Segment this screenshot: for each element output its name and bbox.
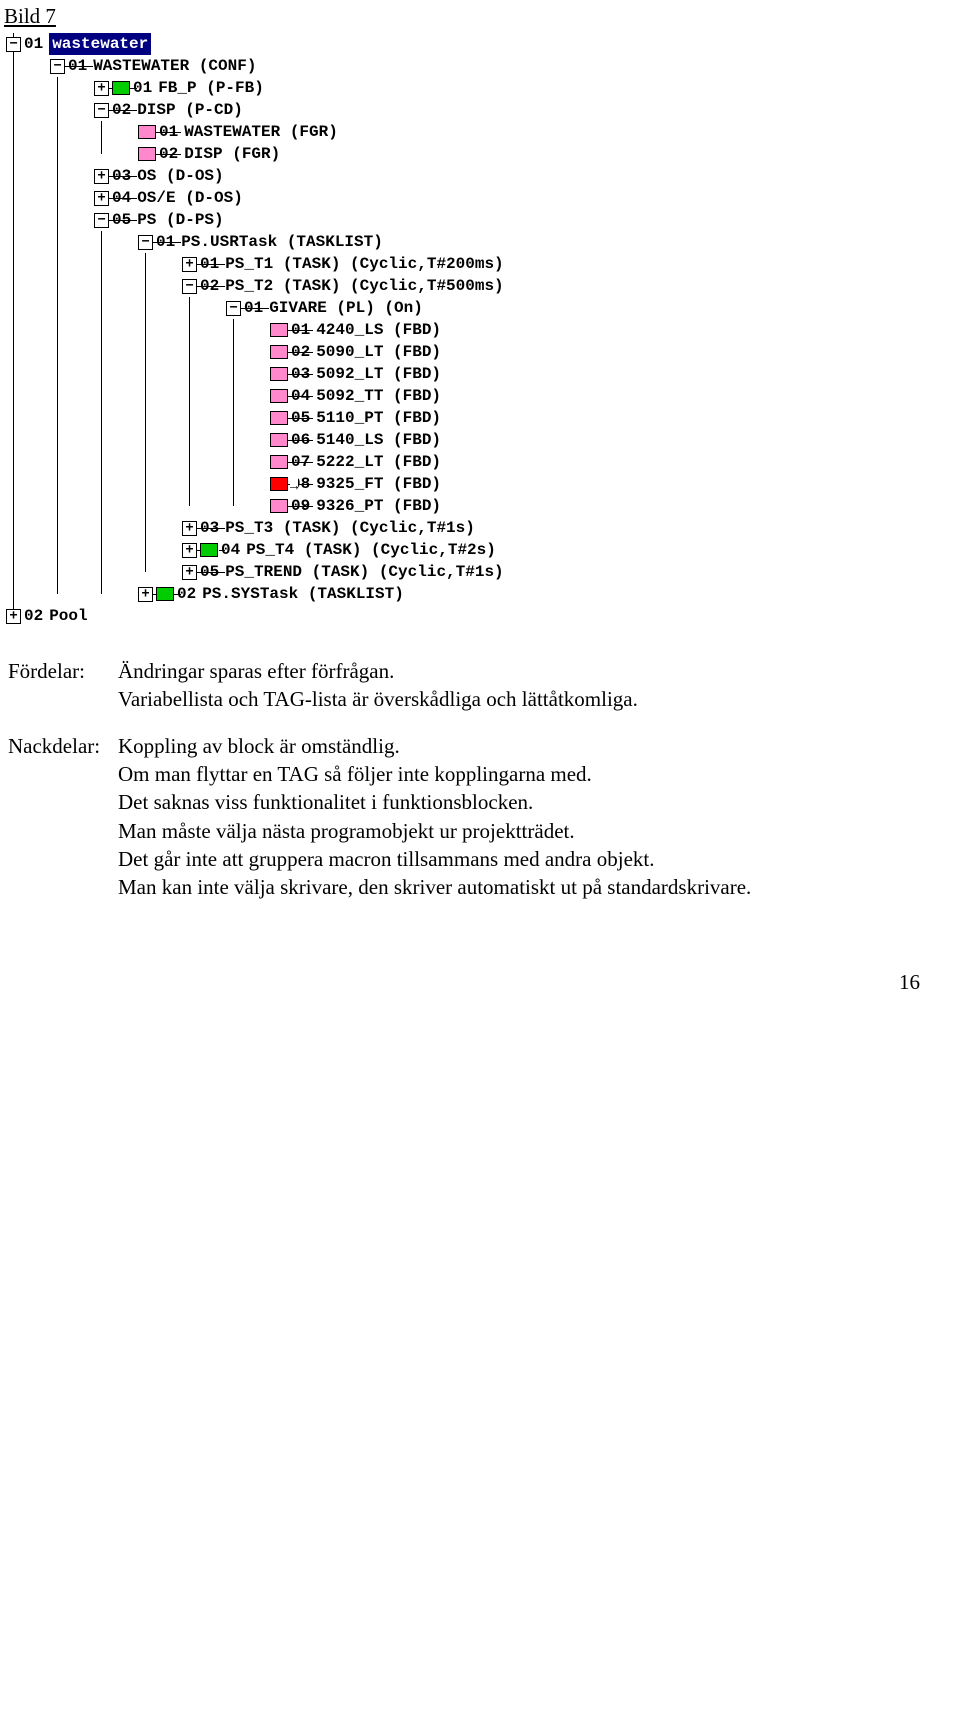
node-label: Pool [49, 605, 87, 627]
tree-node[interactable]: +01FB_P (P-FB) [94, 77, 960, 99]
node-label: 5140_LS (FBD) [316, 429, 441, 451]
tree-node[interactable]: −02DISP (P-CD) [94, 99, 960, 121]
tree-node[interactable]: +04OS/E (D-OS) [94, 187, 960, 209]
node-label: 9326_PT (FBD) [316, 495, 441, 517]
node-label: WASTEWATER (CONF) [93, 55, 256, 77]
node-icon [138, 125, 156, 139]
node-label: OS (D-OS) [137, 165, 223, 187]
node-icon [270, 477, 288, 491]
tree-node[interactable]: 014240_LS (FBD) [270, 319, 960, 341]
tree-node[interactable]: −01WASTEWATER (CONF) [50, 55, 960, 77]
collapse-icon[interactable]: − [182, 279, 197, 294]
node-icon [270, 433, 288, 447]
expand-icon[interactable]: + [94, 169, 109, 184]
node-label: OS/E (D-OS) [137, 187, 243, 209]
tree-node[interactable]: 065140_LS (FBD) [270, 429, 960, 451]
node-label: GIVARE (PL) (On) [269, 297, 423, 319]
node-icon [270, 367, 288, 381]
disadvantages-text: Koppling av block är omständlig.Om man f… [118, 732, 920, 902]
tree-node[interactable]: +01PS_T1 (TASK) (Cyclic,T#200ms) [182, 253, 960, 275]
advantages-text: Ändringar sparas efter förfrågan.Variabe… [118, 657, 920, 714]
tree-node[interactable]: +03OS (D-OS) [94, 165, 960, 187]
tree-node[interactable]: −01 wastewater [6, 33, 960, 55]
node-number: 02 [24, 605, 43, 627]
node-label: wastewater [49, 33, 151, 55]
node-label: DISP (P-CD) [137, 99, 243, 121]
tree-node[interactable]: 099326_PT (FBD) [270, 495, 960, 517]
expand-icon[interactable]: + [94, 81, 109, 96]
node-label: WASTEWATER (FGR) [184, 121, 338, 143]
body-text: Fördelar: Ändringar sparas efter förfråg… [0, 627, 960, 940]
node-label: PS (D-PS) [137, 209, 223, 231]
node-label: 5092_LT (FBD) [316, 363, 441, 385]
node-label: PS_T2 (TASK) (Cyclic,T#500ms) [225, 275, 503, 297]
node-label: DISP (FGR) [184, 143, 280, 165]
expand-icon[interactable]: + [182, 257, 197, 272]
collapse-icon[interactable]: − [94, 213, 109, 228]
node-icon [270, 323, 288, 337]
advantages-label: Fördelar: [8, 657, 118, 714]
tree-node[interactable]: −01GIVARE (PL) (On) [226, 297, 960, 319]
tree-node[interactable]: !+02PS.SYSTask (TASKLIST) [138, 583, 960, 605]
collapse-icon[interactable]: − [50, 59, 65, 74]
project-tree: −01wastewater−01WASTEWATER (CONF)+01FB_P… [0, 29, 960, 627]
node-label: FB_P (P-FB) [158, 77, 264, 99]
tree-node[interactable]: +05PS_TREND (TASK) (Cyclic,T#1s) [182, 561, 960, 583]
tree-node[interactable]: +03PS_T3 (TASK) (Cyclic,T#1s) [182, 517, 960, 539]
node-label: 5092_TT (FBD) [316, 385, 441, 407]
node-label: 5090_LT (FBD) [316, 341, 441, 363]
node-label: PS.SYSTask (TASKLIST) [202, 583, 404, 605]
node-icon [156, 587, 174, 601]
node-label: PS_T1 (TASK) (Cyclic,T#200ms) [225, 253, 503, 275]
node-icon [270, 455, 288, 469]
tree-node[interactable]: −02PS_T2 (TASK) (Cyclic,T#500ms) [182, 275, 960, 297]
tree-node[interactable]: 075222_LT (FBD) [270, 451, 960, 473]
tree-node[interactable]: 025090_LT (FBD) [270, 341, 960, 363]
node-icon [270, 411, 288, 425]
collapse-icon[interactable]: − [138, 235, 153, 250]
expand-icon[interactable]: + [182, 521, 197, 536]
tree-node[interactable]: →!+04PS_T4 (TASK) (Cyclic,T#2s) [182, 539, 960, 561]
expand-icon[interactable]: + [182, 565, 197, 580]
tree-node[interactable]: −05PS (D-PS) [94, 209, 960, 231]
collapse-icon[interactable]: − [6, 37, 21, 52]
node-label: 5222_LT (FBD) [316, 451, 441, 473]
node-label: PS_TREND (TASK) (Cyclic,T#1s) [225, 561, 503, 583]
page-number: 16 [0, 940, 960, 995]
tree-node[interactable]: 02DISP (FGR) [138, 143, 960, 165]
tree-node[interactable]: 01WASTEWATER (FGR) [138, 121, 960, 143]
node-icon [270, 345, 288, 359]
node-number: 01 [24, 33, 43, 55]
expand-icon[interactable]: + [182, 543, 197, 558]
marker-icon: → [290, 476, 298, 498]
expand-icon[interactable]: + [6, 609, 21, 624]
node-icon [270, 389, 288, 403]
node-icon [112, 81, 130, 95]
collapse-icon[interactable]: − [94, 103, 109, 118]
node-icon [270, 499, 288, 513]
node-icon [200, 543, 218, 557]
node-label: PS_T4 (TASK) (Cyclic,T#2s) [246, 539, 496, 561]
node-label: 4240_LS (FBD) [316, 319, 441, 341]
node-label: PS_T3 (TASK) (Cyclic,T#1s) [225, 517, 475, 539]
node-icon [138, 147, 156, 161]
tree-node[interactable]: 045092_TT (FBD) [270, 385, 960, 407]
disadvantages-label: Nackdelar: [8, 732, 118, 902]
tree-node[interactable]: 055110_PT (FBD) [270, 407, 960, 429]
expand-icon[interactable]: + [94, 191, 109, 206]
expand-icon[interactable]: + [138, 587, 153, 602]
node-label: 5110_PT (FBD) [316, 407, 441, 429]
tree-node[interactable]: +02 Pool [6, 605, 960, 627]
tree-node[interactable]: −01PS.USRTask (TASKLIST) [138, 231, 960, 253]
node-label: 9325_FT (FBD) [316, 473, 441, 495]
node-label: PS.USRTask (TASKLIST) [181, 231, 383, 253]
page-title: Bild 7 [0, 0, 960, 29]
tree-node[interactable]: 035092_LT (FBD) [270, 363, 960, 385]
collapse-icon[interactable]: − [226, 301, 241, 316]
tree-node[interactable]: →089325_FT (FBD) [270, 473, 960, 495]
